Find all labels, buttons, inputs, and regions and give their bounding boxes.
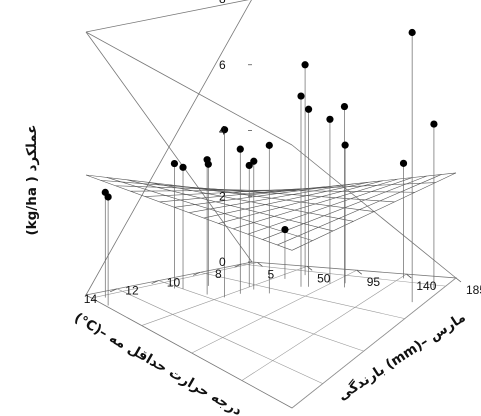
z-tick-mark [406,273,412,279]
data-point-13 [304,105,313,113]
z-tick-label: 185 [466,283,481,297]
plane-gridline [174,185,340,208]
data-point-16 [340,102,349,111]
plane-gridline [291,172,457,251]
data-point-12 [297,92,305,100]
back-edge [85,0,252,296]
plane-gridline [277,174,442,246]
floor-gridline [116,288,323,384]
x-tick-mark [234,263,242,268]
x-tick-label: 8 [215,267,222,281]
y-tick-label: 0 [219,255,226,269]
data-point-10 [245,161,253,170]
back-edge [85,31,293,146]
x-axis-title: (°C)– درجه حرارت حداقل مه [71,310,244,416]
data-point-3 [170,159,179,168]
data-point-4 [179,163,187,171]
x-tick-mark [109,288,118,293]
z-tick-mark [356,269,363,275]
x-tick-label: 14 [84,292,98,306]
z-tick-label: 50 [317,271,331,285]
floor-outline [84,261,458,409]
y-axis-title: (kg/ha ) عملکرد [24,124,40,235]
floor-gridline [158,280,364,352]
data-point-11 [265,141,273,149]
z-tick-label: 5 [268,267,275,281]
data-point-6 [203,156,211,164]
plane-gridline [159,186,325,203]
plane-gridline [233,178,398,230]
z-tick-mark [306,266,313,271]
z-tick-mark [257,262,263,267]
plane-gridline [188,183,355,213]
plane-gridline [85,174,253,195]
floor-gridline [241,273,407,381]
plane-gridline [130,189,296,192]
data-point-14 [301,61,309,69]
floor-gridline [291,277,457,409]
plane-gridline [100,180,267,194]
y-tick-label: 6 [219,58,226,72]
x-tick-mark [151,280,159,284]
data-point-17 [341,141,349,149]
x-tick-mark [192,271,201,276]
y-tick-label: 8 [219,0,226,6]
data-point-15 [326,115,334,123]
floor-gridline [191,269,357,354]
plane-gridline [144,188,311,197]
data-point-18 [281,225,289,234]
z-axis-title: بارندگی (mm)– مارس [335,309,469,404]
z-tick-label: 140 [416,279,436,293]
back-edge [85,0,250,33]
data-point-7 [220,126,229,134]
plane-gridline [203,181,369,219]
data-point-9 [250,157,258,165]
data-point-21 [430,120,438,128]
data-point-8 [236,145,244,153]
x-tick-label: 12 [125,284,139,298]
floor-gridline [241,263,446,287]
y-tick-label: 2 [219,189,226,203]
data-point-19 [408,28,416,37]
data-point-2 [101,188,109,196]
y-tick-label: 4 [219,124,226,138]
z-tick-mark [455,277,462,283]
z-tick-label: 95 [367,275,381,289]
floor-gridline [200,272,405,319]
data-point-20 [399,159,408,167]
x-tick-label: 10 [167,275,181,289]
